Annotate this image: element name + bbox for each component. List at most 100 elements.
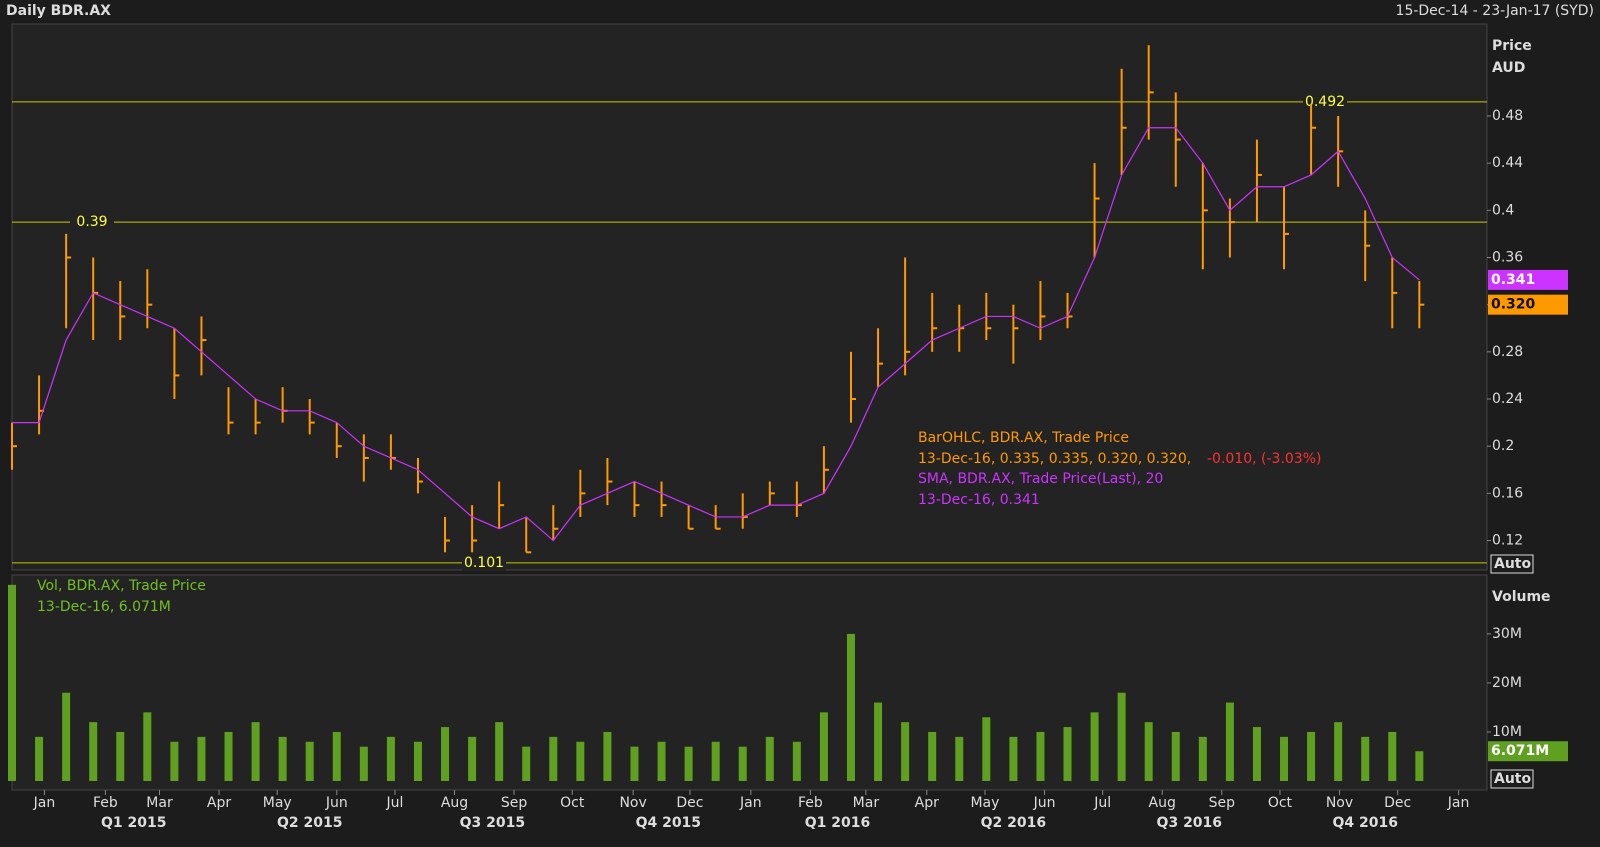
volume-bar [197, 736, 206, 781]
x-tick-label: Nov [619, 795, 646, 811]
volume-bar [305, 741, 314, 781]
volume-bar [35, 736, 44, 781]
auto-box[interactable] [1490, 769, 1534, 789]
y-tick-label: 0.2 [1492, 438, 1514, 454]
legend-entry: BarOHLC, BDR.AX, Trade Price [918, 430, 1129, 446]
volume-bar [1090, 712, 1099, 781]
volume-bar [928, 731, 937, 781]
x-tick-label: Feb [798, 795, 823, 811]
y2-label: Volume [1492, 589, 1551, 605]
quarter-label: Q4 2016 [1332, 815, 1397, 831]
x-tick-label: Jan [1447, 795, 1470, 811]
y-tick-label: 0.4 [1492, 202, 1514, 218]
volume-bar [846, 633, 855, 781]
volume-bar [711, 741, 720, 781]
quarter-label: Q2 2015 [277, 815, 342, 831]
quarter-label: Q4 2015 [636, 815, 701, 831]
volume-bar [1415, 751, 1424, 781]
volume-bar [89, 722, 98, 781]
volume-bar [1198, 736, 1207, 781]
level-label-bg [462, 554, 506, 571]
quarter-label: Q3 2015 [460, 815, 525, 831]
y2-tick-label: 20M [1492, 675, 1522, 691]
y-tick-label: 0.16 [1492, 485, 1523, 501]
x-tick-label: Aug [441, 795, 468, 811]
volume-bar [332, 731, 341, 781]
volume-bar [170, 741, 179, 781]
volume-bar [874, 702, 883, 781]
auto-box[interactable] [1490, 554, 1534, 574]
y-tick-label: 0.24 [1492, 391, 1523, 407]
volume-bar [684, 746, 693, 781]
x-tick-label: Jul [386, 795, 404, 811]
volume-bar [982, 717, 991, 781]
level-label: 0.39 [76, 214, 107, 230]
quarter-label: Q1 2016 [805, 815, 870, 831]
x-tick-label: Dec [676, 795, 703, 811]
volume-bar [8, 584, 16, 781]
legend-value: 13-Dec-16, 0.335, 0.335, 0.320, 0.320, [918, 451, 1191, 467]
last-value-box [1488, 294, 1568, 315]
last-value-label: 0.341 [1491, 272, 1535, 288]
x-tick-label: Nov [1326, 795, 1353, 811]
level-label: 0.492 [1305, 94, 1345, 110]
legend-entry: SMA, BDR.AX, Trade Price(Last), 20 [918, 471, 1163, 487]
level-label-bg [1303, 93, 1347, 110]
volume-bar [603, 731, 612, 781]
volume-bar [955, 736, 964, 781]
volume-bar [1361, 736, 1370, 781]
volume-bar [413, 741, 422, 781]
x-tick-label: Oct [1268, 795, 1293, 811]
x-tick-label: Feb [93, 795, 118, 811]
volume-bar [1036, 731, 1045, 781]
y-tick-label: 0.48 [1492, 108, 1523, 124]
volume-bar [1334, 722, 1343, 781]
volume-bar [386, 736, 395, 781]
x-tick-label: May [263, 795, 292, 811]
last-value-label: 0.320 [1491, 297, 1536, 313]
x-tick-label: Dec [1384, 795, 1411, 811]
last-value-label: 6.071M [1491, 743, 1549, 759]
volume-bar [1388, 731, 1397, 781]
volume-bar [1117, 692, 1126, 781]
volume-bar [792, 741, 801, 781]
volume-bar [1307, 731, 1316, 781]
x-tick-label: Apr [207, 795, 231, 811]
volume-pane [11, 574, 1488, 791]
y-tick-label: 0.44 [1492, 155, 1523, 171]
x-tick-label: Sep [501, 795, 528, 811]
volume-bar [143, 712, 152, 781]
volume-bar [1144, 722, 1153, 781]
volume-bar [657, 741, 666, 781]
volume-bar [1252, 727, 1261, 781]
auto-button[interactable]: Auto [1494, 556, 1531, 572]
volume-bar [1009, 736, 1018, 781]
x-tick-label: Mar [146, 795, 173, 811]
volume-bar [468, 736, 477, 781]
last-value-box [1488, 269, 1568, 290]
volume-bar [522, 746, 531, 781]
volume-bar [1225, 702, 1234, 781]
x-tick-label: Sep [1209, 795, 1236, 811]
x-tick-label: Jun [1033, 795, 1056, 811]
volume-bar [495, 722, 504, 781]
price-pane [11, 23, 1488, 571]
level-label-bg [70, 214, 114, 231]
y-tick-label: 0.12 [1492, 533, 1523, 549]
volume-bar [62, 692, 71, 781]
x-tick-label: Jan [739, 795, 762, 811]
quarter-label: Q3 2016 [1157, 815, 1222, 831]
volume-bar [576, 741, 585, 781]
x-tick-label: Apr [915, 795, 939, 811]
y-tick-label: 0.36 [1492, 249, 1523, 265]
auto-button[interactable]: Auto [1494, 771, 1531, 787]
date-range: 15-Dec-14 - 23-Jan-17 (SYD) [1396, 3, 1594, 19]
y2-tick-label: 30M [1492, 626, 1522, 642]
y-label: AUD [1492, 60, 1525, 76]
volume-bar [441, 727, 450, 781]
volume-bar [765, 736, 774, 781]
x-tick-label: May [970, 795, 999, 811]
volume-bar [901, 722, 910, 781]
y-tick-label: 0.28 [1492, 344, 1523, 360]
